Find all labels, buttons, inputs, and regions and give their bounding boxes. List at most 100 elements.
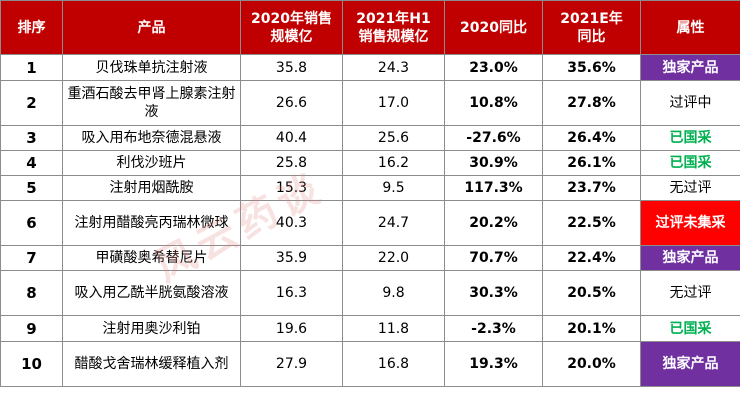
attribute-cell: 独家产品: [640, 245, 740, 271]
attribute-badge: 过评未集采: [655, 215, 726, 231]
header-rank: 排序: [0, 0, 63, 55]
product-cell: 吸入用乙酰半胱氨酸溶液: [62, 270, 241, 316]
table-row: 8 吸入用乙酰半胱氨酸溶液 16.3 9.8 30.3% 20.5% 无过评: [0, 270, 740, 316]
product-cell: 甲磺酸奥希替尼片: [62, 245, 241, 271]
sales-2021h1-cell: 24.7: [342, 200, 445, 246]
sales-2021h1-cell: 24.3: [342, 54, 445, 81]
attribute-cell: 过评中: [640, 80, 740, 126]
yoy-2020-cell: 20.2%: [444, 200, 543, 246]
table-row: 7 甲磺酸奥希替尼片 35.9 22.0 70.7% 22.4% 独家产品: [0, 245, 740, 271]
table-row: 5 注射用烟酰胺 15.3 9.5 117.3% 23.7% 无过评: [0, 175, 740, 201]
product-cell: 注射用醋酸亮丙瑞林微球: [62, 200, 241, 246]
rank-cell: 4: [0, 150, 63, 176]
header-line: 销售规模亿: [358, 28, 429, 45]
attribute-text: 无过评: [669, 285, 712, 301]
rank-cell: 1: [0, 54, 63, 81]
attribute-cell: 独家产品: [640, 341, 740, 387]
sales-2021h1-cell: 9.8: [342, 270, 445, 316]
sales-2020-cell: 35.8: [240, 54, 343, 81]
table-header-row: 排序 产品 2020年销售 规模亿 2021年H1 销售规模亿 2020同比 2021E年 同比…: [0, 0, 740, 55]
header-yoy-2020: 2020同比: [444, 0, 543, 55]
table-row: 6 注射用醋酸亮丙瑞林微球 40.3 24.7 20.2% 22.5% 过评未集采: [0, 200, 740, 246]
yoy-2020-cell: 23.0%: [444, 54, 543, 81]
attribute-cell: 已国采: [640, 315, 740, 342]
yoy-2021e-cell: 26.1%: [542, 150, 641, 176]
header-line: 2021E年: [560, 10, 623, 27]
sales-2020-cell: 27.9: [240, 341, 343, 387]
attribute-cell: 已国采: [640, 125, 740, 151]
yoy-2021e-cell: 23.7%: [542, 175, 641, 201]
sales-2020-cell: 15.3: [240, 175, 343, 201]
attribute-text: 已国采: [669, 320, 712, 337]
product-cell: 贝伐珠单抗注射液: [62, 54, 241, 81]
table-row: 4 利伐沙班片 25.8 16.2 30.9% 26.1% 已国采: [0, 150, 740, 176]
attribute-cell: 独家产品: [640, 54, 740, 81]
table-body: 1 贝伐珠单抗注射液 35.8 24.3 23.0% 35.6% 独家产品 2 重酒石酸去甲肾上…: [0, 54, 740, 387]
attribute-text: 无过评: [669, 180, 712, 196]
attribute-cell: 过评未集采: [640, 200, 740, 246]
sales-2021h1-cell: 25.6: [342, 125, 445, 151]
rank-cell: 3: [0, 125, 63, 151]
yoy-2021e-cell: 27.8%: [542, 80, 641, 126]
rank-cell: 6: [0, 200, 63, 246]
yoy-2021e-cell: 20.1%: [542, 315, 641, 342]
header-line: 2020年销售: [251, 10, 332, 27]
table-row: 2 重酒石酸去甲肾上腺素注射液 26.6 17.0 10.8% 27.8% 过评中: [0, 80, 740, 126]
attribute-text: 已国采: [669, 130, 712, 146]
sales-2020-cell: 19.6: [240, 315, 343, 342]
rank-cell: 8: [0, 270, 63, 316]
yoy-2020-cell: 10.8%: [444, 80, 543, 126]
sales-2020-cell: 16.3: [240, 270, 343, 316]
header-line: 同比: [577, 28, 606, 45]
rank-cell: 7: [0, 245, 63, 271]
yoy-2020-cell: -2.3%: [444, 315, 543, 342]
attribute-cell: 无过评: [640, 175, 740, 201]
header-yoy-2021e: 2021E年 同比: [542, 0, 641, 55]
header-line: 属性: [676, 19, 705, 36]
yoy-2020-cell: 30.9%: [444, 150, 543, 176]
attribute-badge: 独家产品: [662, 250, 719, 266]
attribute-text: 过评中: [669, 95, 712, 111]
header-attribute: 属性: [640, 0, 740, 55]
attribute-cell: 无过评: [640, 270, 740, 316]
table-row: 3 吸入用布地奈德混悬液 40.4 25.6 -27.6% 26.4% 已国采: [0, 125, 740, 151]
yoy-2021e-cell: 20.0%: [542, 341, 641, 387]
yoy-2021e-cell: 26.4%: [542, 125, 641, 151]
product-cell: 吸入用布地奈德混悬液: [62, 125, 241, 151]
header-sales-2020: 2020年销售 规模亿: [240, 0, 343, 55]
rank-cell: 10: [0, 341, 63, 387]
header-line: 2020同比: [460, 19, 527, 36]
yoy-2020-cell: 30.3%: [444, 270, 543, 316]
sales-2021h1-cell: 17.0: [342, 80, 445, 126]
header-line: 2021年H1: [356, 10, 431, 27]
yoy-2020-cell: 19.3%: [444, 341, 543, 387]
sales-2021h1-cell: 11.8: [342, 315, 445, 342]
attribute-text: 已国采: [669, 155, 712, 171]
product-cell: 注射用烟酰胺: [62, 175, 241, 201]
sales-2020-cell: 26.6: [240, 80, 343, 126]
header-line: 规模亿: [270, 28, 313, 45]
sales-2021h1-cell: 9.5: [342, 175, 445, 201]
attribute-badge: 独家产品: [662, 59, 719, 76]
product-cell: 醋酸戈舍瑞林缓释植入剂: [62, 341, 241, 387]
rank-cell: 9: [0, 315, 63, 342]
sales-2021h1-cell: 16.2: [342, 150, 445, 176]
yoy-2021e-cell: 20.5%: [542, 270, 641, 316]
sales-table: 排序 产品 2020年销售 规模亿 2021年H1 销售规模亿 2020同比 2021E年 同比…: [0, 0, 740, 387]
attribute-badge: 独家产品: [662, 356, 719, 372]
yoy-2021e-cell: 22.4%: [542, 245, 641, 271]
sales-2021h1-cell: 16.8: [342, 341, 445, 387]
product-cell: 利伐沙班片: [62, 150, 241, 176]
yoy-2020-cell: 70.7%: [444, 245, 543, 271]
product-cell: 重酒石酸去甲肾上腺素注射液: [62, 80, 241, 126]
header-product: 产品: [62, 0, 241, 55]
yoy-2021e-cell: 35.6%: [542, 54, 641, 81]
sales-2020-cell: 25.8: [240, 150, 343, 176]
header-line: 排序: [17, 19, 46, 36]
sales-2020-cell: 40.4: [240, 125, 343, 151]
rank-cell: 2: [0, 80, 63, 126]
yoy-2020-cell: 117.3%: [444, 175, 543, 201]
product-cell: 注射用奥沙利铂: [62, 315, 241, 342]
sales-2020-cell: 40.3: [240, 200, 343, 246]
table-row: 10 醋酸戈舍瑞林缓释植入剂 27.9 16.8 19.3% 20.0% 独家产品: [0, 341, 740, 387]
